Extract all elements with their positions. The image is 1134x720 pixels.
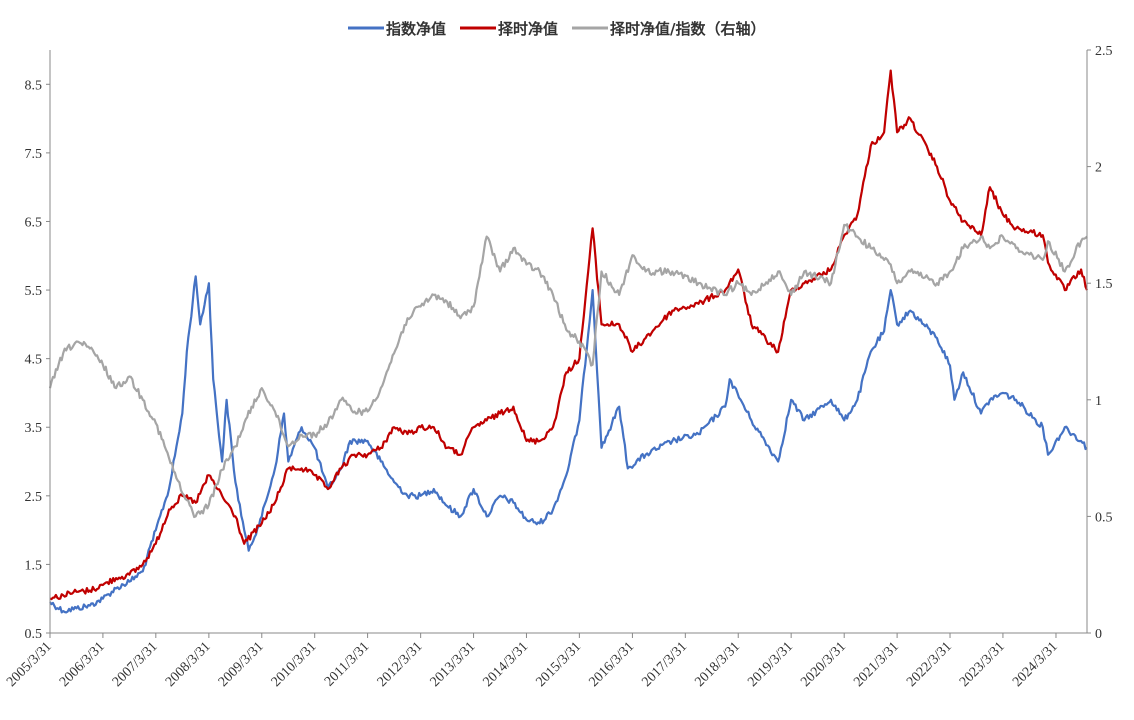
x-tick-label: 2005/3/31 bbox=[4, 639, 55, 690]
axes: 0.5 1.5 2.5 3.5 4.5 5.5 6.5 7.5 8.5 0 0.5 1 1.5 2 2.5 2… bbox=[4, 44, 1112, 690]
right-y-tick-label: 2.5 bbox=[1095, 44, 1113, 59]
left-y-tick-label: 1.5 bbox=[25, 558, 43, 573]
series-line-2 bbox=[49, 69, 1089, 601]
x-tick-label: 2014/3/31 bbox=[481, 639, 532, 690]
series-line-3 bbox=[48, 223, 1088, 519]
x-tick-label: 2007/3/31 bbox=[110, 639, 161, 690]
x-tick-label: 2006/3/31 bbox=[57, 639, 108, 690]
x-tick-label: 2010/3/31 bbox=[269, 639, 320, 690]
left-y-tick-label: 4.5 bbox=[25, 353, 43, 368]
left-y-tick-label: 0.5 bbox=[25, 627, 43, 642]
x-tick-label: 2020/3/31 bbox=[798, 639, 849, 690]
legend-label-1: 指数净值 bbox=[386, 20, 446, 38]
right-y-tick-label: 2 bbox=[1095, 161, 1102, 176]
left-y-tick-label: 8.5 bbox=[25, 78, 43, 93]
left-y-tick-label: 2.5 bbox=[25, 490, 43, 505]
right-y-tick-label: 0 bbox=[1095, 627, 1102, 642]
x-tick-label: 2022/3/31 bbox=[904, 639, 955, 690]
left-y-tick-label: 5.5 bbox=[25, 284, 43, 299]
legend-label-3: 择时净值/指数（右轴） bbox=[610, 20, 765, 38]
legend: 指数净值 择时净值 择时净值/指数（右轴） bbox=[348, 20, 765, 38]
right-y-tick-label: 1.5 bbox=[1095, 277, 1113, 292]
left-y-tick-label: 7.5 bbox=[25, 147, 43, 162]
left-y-tick-label: 6.5 bbox=[25, 215, 43, 230]
right-y-tick-label: 0.5 bbox=[1095, 510, 1113, 525]
x-tick-label: 2021/3/31 bbox=[851, 639, 902, 690]
x-tick-label: 2011/3/31 bbox=[322, 639, 372, 689]
x-tick-label: 2019/3/31 bbox=[745, 639, 796, 690]
x-tick-label: 2012/3/31 bbox=[375, 639, 426, 690]
x-tick-label: 2009/3/31 bbox=[216, 639, 267, 690]
right-y-tick-label: 1 bbox=[1095, 394, 1102, 409]
x-tick-label: 2024/3/31 bbox=[1010, 639, 1061, 690]
x-tick-label: 2016/3/31 bbox=[586, 639, 637, 690]
series-line-1 bbox=[49, 275, 1088, 614]
x-tick-label: 2013/3/31 bbox=[428, 639, 479, 690]
x-tick-label: 2015/3/31 bbox=[533, 639, 584, 690]
x-tick-label: 2018/3/31 bbox=[692, 639, 743, 690]
x-tick-label: 2017/3/31 bbox=[639, 639, 690, 690]
x-tick-label: 2023/3/31 bbox=[957, 639, 1008, 690]
x-tick-label: 2008/3/31 bbox=[163, 639, 214, 690]
legend-label-2: 择时净值 bbox=[498, 20, 558, 38]
left-y-tick-label: 3.5 bbox=[25, 421, 43, 436]
series-lines bbox=[48, 69, 1089, 614]
